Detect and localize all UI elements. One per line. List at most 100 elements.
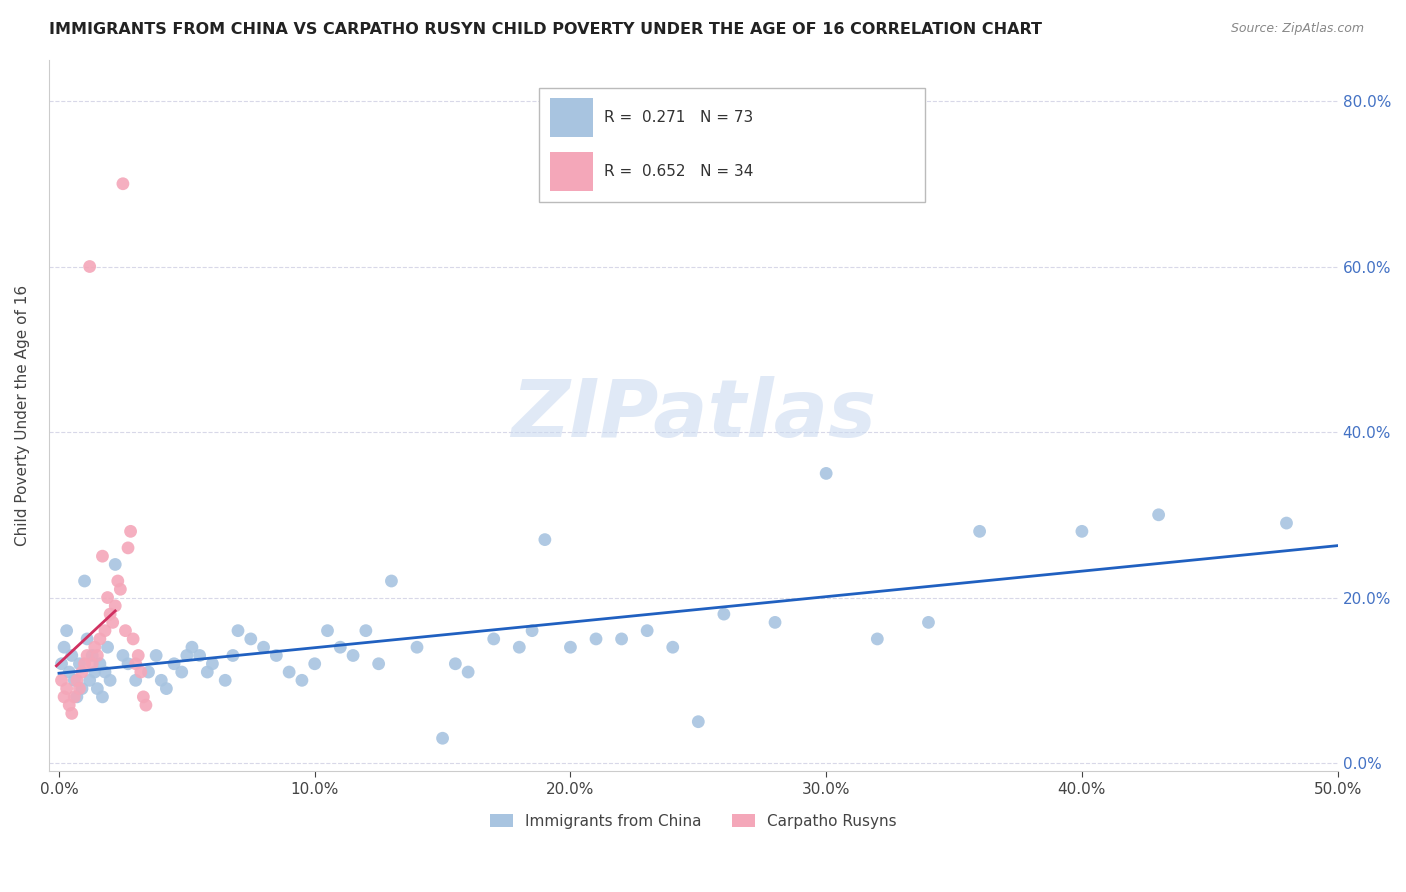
Point <box>201 657 224 671</box>
Point <box>51 657 73 671</box>
Point <box>688 714 710 729</box>
Point <box>585 632 607 646</box>
Point <box>51 673 73 688</box>
Point <box>1147 508 1170 522</box>
Point <box>53 640 76 655</box>
Point <box>432 731 454 746</box>
Point <box>129 665 152 679</box>
Point <box>713 607 735 621</box>
Point <box>367 657 389 671</box>
Point <box>342 648 364 663</box>
Point <box>266 648 288 663</box>
Point <box>70 665 93 679</box>
Point <box>354 624 377 638</box>
Point <box>89 632 111 646</box>
Point <box>226 624 249 638</box>
Point <box>406 640 429 655</box>
Point <box>969 524 991 539</box>
Text: Source: ZipAtlas.com: Source: ZipAtlas.com <box>1230 22 1364 36</box>
Point <box>457 665 479 679</box>
Point <box>132 690 155 704</box>
Point <box>82 648 104 663</box>
Point <box>83 640 105 655</box>
Point <box>67 681 90 696</box>
Point <box>89 657 111 671</box>
Point <box>181 640 204 655</box>
Point <box>304 657 326 671</box>
Text: ZIPatlas: ZIPatlas <box>510 376 876 455</box>
Point <box>239 632 262 646</box>
Point <box>55 681 77 696</box>
Point <box>120 524 142 539</box>
Point <box>82 657 104 671</box>
Point <box>94 665 117 679</box>
Point <box>145 648 167 663</box>
Point <box>91 549 114 564</box>
Point <box>111 648 134 663</box>
Point <box>661 640 683 655</box>
Point <box>176 648 198 663</box>
Point <box>97 591 120 605</box>
Point <box>815 467 838 481</box>
Point <box>70 681 93 696</box>
Point <box>291 673 314 688</box>
Point <box>114 624 136 638</box>
Point <box>150 673 173 688</box>
Point <box>60 648 83 663</box>
Text: IMMIGRANTS FROM CHINA VS CARPATHO RUSYN CHILD POVERTY UNDER THE AGE OF 16 CORREL: IMMIGRANTS FROM CHINA VS CARPATHO RUSYN … <box>49 22 1042 37</box>
Point <box>170 665 193 679</box>
Point <box>195 665 218 679</box>
Point <box>76 632 98 646</box>
Point <box>278 665 301 679</box>
Point <box>94 624 117 638</box>
Point <box>125 673 148 688</box>
Point <box>560 640 582 655</box>
Point <box>60 706 83 721</box>
Point <box>107 574 129 588</box>
Point <box>444 657 467 671</box>
Point <box>125 657 148 671</box>
Point <box>63 690 86 704</box>
Point <box>252 640 274 655</box>
Point <box>58 665 80 679</box>
Point <box>83 665 105 679</box>
Point <box>214 673 236 688</box>
Point <box>58 698 80 713</box>
Point <box>53 690 76 704</box>
Point <box>66 673 89 688</box>
Point <box>222 648 245 663</box>
Point <box>135 698 157 713</box>
Point <box>534 533 557 547</box>
Point <box>127 648 149 663</box>
Point <box>79 673 101 688</box>
Point <box>104 558 127 572</box>
Point <box>66 690 89 704</box>
Point <box>86 681 108 696</box>
Point <box>76 648 98 663</box>
Point <box>111 177 134 191</box>
Point <box>73 574 96 588</box>
Point <box>67 657 90 671</box>
Point <box>636 624 658 638</box>
Point <box>55 624 77 638</box>
Point <box>316 624 339 638</box>
Point <box>63 673 86 688</box>
Y-axis label: Child Poverty Under the Age of 16: Child Poverty Under the Age of 16 <box>15 285 30 546</box>
Point <box>1070 524 1092 539</box>
Point <box>110 582 132 597</box>
Point <box>117 657 139 671</box>
Point <box>117 541 139 555</box>
Legend: Immigrants from China, Carpatho Rusyns: Immigrants from China, Carpatho Rusyns <box>484 807 903 835</box>
Point <box>917 615 939 630</box>
Point <box>610 632 633 646</box>
Point <box>155 681 177 696</box>
Point <box>101 615 124 630</box>
Point <box>1275 516 1298 530</box>
Point <box>104 599 127 613</box>
Point <box>73 657 96 671</box>
Point <box>508 640 530 655</box>
Point <box>98 607 121 621</box>
Point <box>91 690 114 704</box>
Point <box>866 632 889 646</box>
Point <box>380 574 402 588</box>
